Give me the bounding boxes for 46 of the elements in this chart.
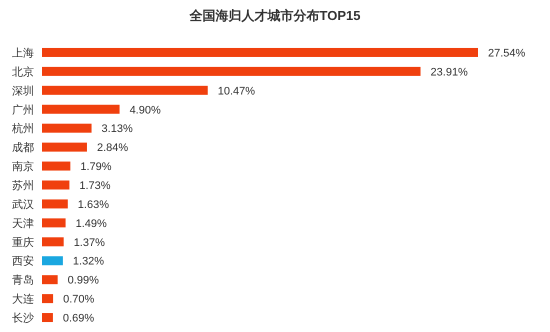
- bar: [42, 104, 120, 114]
- y-tick-label: 青岛: [12, 274, 34, 287]
- y-tick-label: 深圳: [12, 84, 34, 98]
- data-label: 1.63%: [78, 198, 110, 211]
- data-label: 0.70%: [63, 294, 94, 306]
- data-label: 0.99%: [68, 274, 100, 287]
- y-tick-label: 西安: [12, 254, 34, 268]
- data-label: 3.13%: [102, 123, 133, 136]
- data-label: 1.49%: [76, 218, 107, 230]
- bar: [42, 86, 208, 95]
- data-label: 1.73%: [79, 180, 111, 192]
- y-tick-label: 武汉: [12, 198, 34, 211]
- bar: [42, 313, 53, 322]
- y-tick-label: 成都: [12, 141, 34, 154]
- y-tick-label: 长沙: [12, 312, 34, 325]
- y-tick-label: 重庆: [12, 236, 34, 249]
- data-label: 27.54%: [488, 47, 526, 60]
- data-label: 1.79%: [80, 161, 112, 174]
- y-tick-label: 南京: [12, 160, 34, 174]
- bar: [42, 294, 54, 304]
- data-label: 2.84%: [96, 142, 128, 154]
- y-tick-label: 广州: [12, 103, 34, 116]
- bar: [42, 48, 478, 57]
- y-tick-label: 天津: [12, 216, 34, 230]
- bar: [42, 237, 64, 246]
- bar: [42, 162, 70, 171]
- data-label: 1.37%: [74, 236, 106, 249]
- bar: [42, 256, 63, 266]
- bar: [42, 199, 68, 208]
- bar: [42, 124, 92, 133]
- bar: [42, 180, 70, 190]
- chart-title: 全国海归人才城市分布TOP15: [188, 8, 360, 23]
- bar: [42, 142, 87, 152]
- bar: [42, 218, 66, 228]
- data-label: 10.47%: [218, 85, 256, 98]
- data-label: 1.32%: [72, 256, 104, 268]
- y-tick-label: 苏州: [12, 179, 34, 192]
- y-tick-label: 杭州: [11, 122, 34, 136]
- y-tick-label: 大连: [12, 292, 34, 306]
- bar: [42, 275, 58, 284]
- y-tick-label: 北京: [12, 65, 34, 78]
- data-label: 4.90%: [130, 104, 161, 116]
- y-tick-label: 上海: [12, 46, 34, 60]
- data-label: 23.91%: [430, 66, 468, 78]
- bar: [42, 66, 421, 76]
- data-label: 0.69%: [62, 312, 94, 325]
